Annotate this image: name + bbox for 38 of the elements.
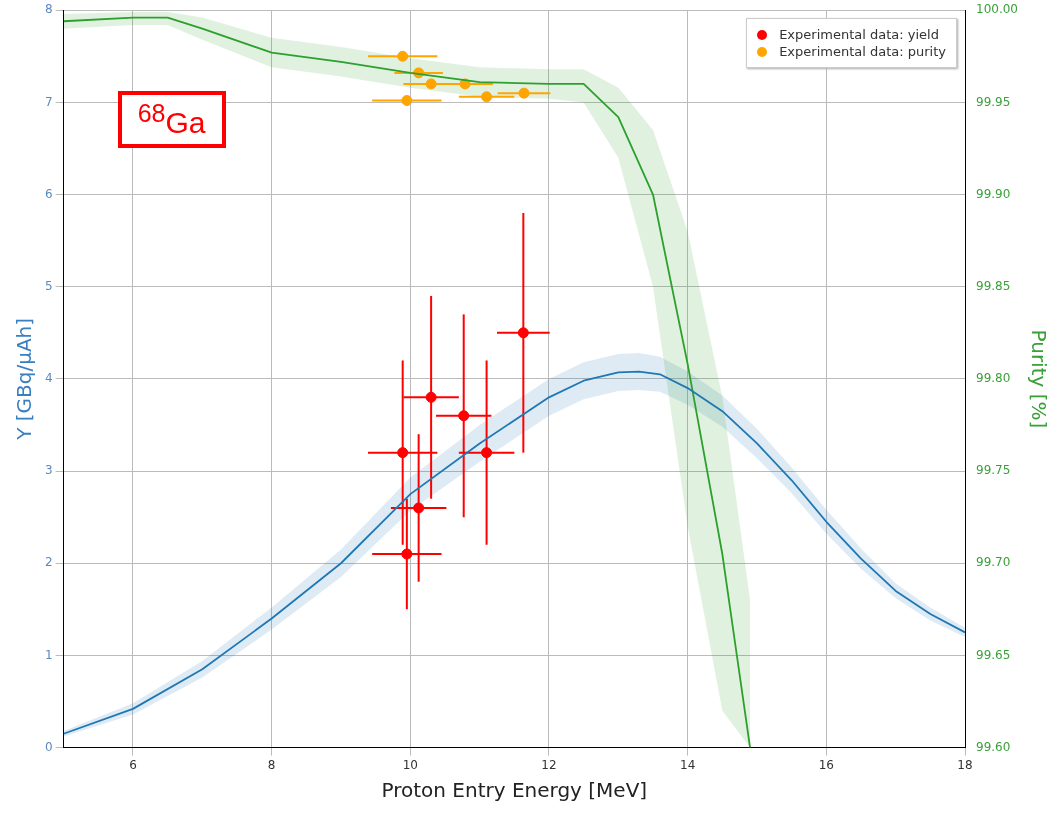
y-tick-label: 0 [44,739,53,754]
y-tick-label: 2 [44,555,53,570]
point [425,391,437,403]
point [458,410,470,422]
y2-tick-label: 99.70 [976,555,1011,570]
x-axis-title: Proton Entry Energy [MeV] [381,778,648,803]
y-tick-label: 1 [44,647,53,662]
y2-axis-title: Purity [%] [1026,329,1051,429]
point [413,502,425,514]
x-tick-label: 16 [818,757,834,772]
point [401,548,413,560]
y2-tick-label: 99.95 [976,94,1011,109]
x-tick-label: 6 [129,757,137,772]
y-tick-label: 8 [44,2,53,17]
y-axis-title: Y [GBq/μAh] [12,317,37,441]
y-tick-label: 3 [44,463,53,478]
y2-tick-label: 99.75 [976,463,1011,478]
point [481,447,493,459]
y2-tick-label: 99.85 [976,278,1011,293]
y-tick-label: 6 [44,186,53,201]
y2-tick-label: 99.60 [976,739,1011,754]
annotation: $^{68}$Ga [117,91,226,149]
y-tick-label: 7 [44,94,53,109]
x-tick-label: 18 [957,757,973,772]
y2-tick-label: 99.90 [976,186,1011,201]
x-tick-label: 8 [267,757,276,772]
x-tick-label: 10 [402,757,418,772]
x-tick-label: 14 [680,757,696,772]
point [517,327,529,339]
x-tick-label: 12 [541,757,557,772]
y2-tick-label: 100.00 [976,2,1019,17]
y-tick-label: 4 [44,371,53,386]
y2-tick-label: 99.80 [976,371,1011,386]
y2-tick-label: 99.65 [976,647,1011,662]
point [397,447,409,459]
y-tick-label: 5 [44,278,53,293]
legend-label: Experimental data: purity [779,44,947,60]
legend-label: Experimental data: yield [779,27,939,43]
